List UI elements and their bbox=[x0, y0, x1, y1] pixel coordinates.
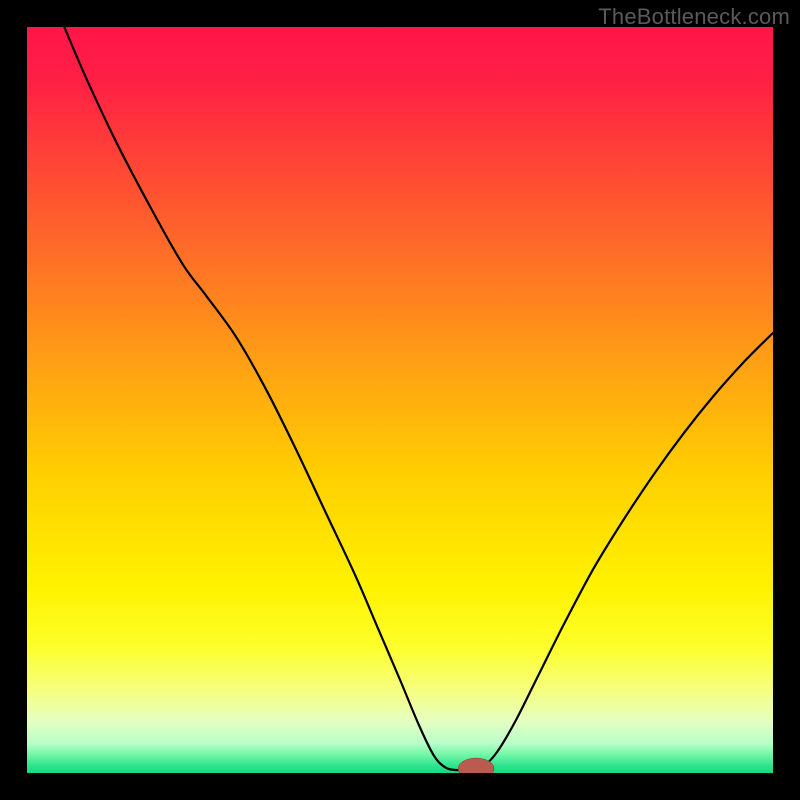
watermark-text: TheBottleneck.com bbox=[598, 4, 790, 30]
gradient-background bbox=[27, 27, 773, 773]
bottleneck-curve-chart bbox=[27, 27, 773, 773]
plot-area bbox=[27, 27, 773, 773]
chart-frame: TheBottleneck.com bbox=[0, 0, 800, 800]
